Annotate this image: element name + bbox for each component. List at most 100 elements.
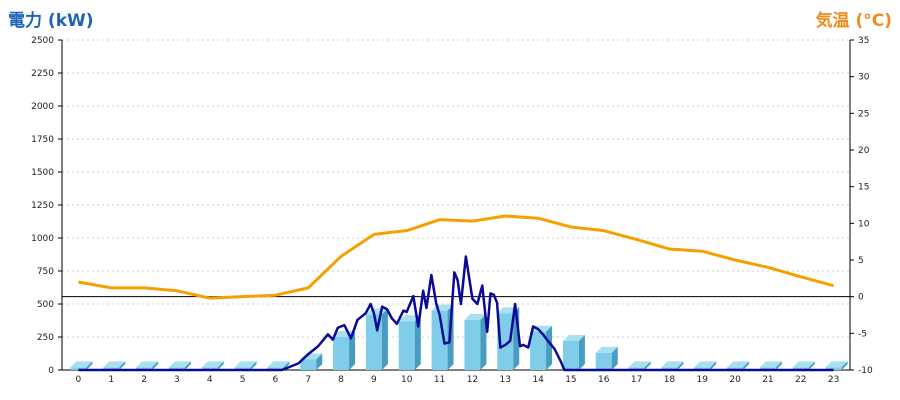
y-right-tick-label: -10 (858, 366, 873, 376)
x-tick-label: 0 (76, 375, 82, 385)
power-bar (70, 367, 87, 370)
power-bar (759, 367, 776, 370)
right-axis-title: 気温 (°C) (815, 11, 892, 31)
power-bar-top (727, 361, 750, 368)
power-bar-side (546, 325, 553, 370)
power-bar (431, 310, 448, 370)
y-left-tick-label: 1000 (31, 234, 54, 244)
power-bar-side (414, 315, 421, 370)
power-bar-top (562, 334, 585, 341)
power-bar-top (464, 313, 487, 320)
y-left-tick-label: 500 (37, 300, 54, 310)
y-left-tick-label: 1250 (31, 201, 54, 211)
power-bar (103, 367, 120, 370)
power-bar-top (70, 361, 93, 368)
power-bar (201, 367, 218, 370)
power-bar-top (595, 346, 618, 353)
x-tick-label: 21 (762, 375, 773, 385)
y-right-tick-label: 35 (858, 36, 869, 46)
y-left-tick-label: 750 (37, 267, 54, 277)
power-bar (333, 337, 350, 370)
power-bar-side (644, 361, 651, 370)
power-bar (530, 331, 547, 370)
power-bar-side (316, 353, 323, 370)
x-tick-label: 3 (174, 375, 180, 385)
y-right-tick-label: 10 (858, 219, 870, 229)
x-tick-label: 22 (795, 375, 806, 385)
power-bar (792, 367, 809, 370)
power-line (78, 255, 834, 372)
temperature-line (78, 214, 834, 300)
x-tick-label: 13 (500, 375, 511, 385)
y-right-tick-label: -5 (858, 329, 867, 339)
power-bar (661, 367, 678, 370)
power-bar-side (775, 361, 782, 370)
y-left-tick-label: 1500 (31, 168, 54, 178)
x-tick-label: 23 (828, 375, 839, 385)
x-tick-label: 8 (338, 375, 344, 385)
left-axis-title: 電力 (kW) (8, 11, 94, 31)
power-bar-side (381, 308, 388, 370)
power-bar-side (611, 346, 618, 370)
power-bar-side (184, 361, 191, 370)
y-right-tick-label: 5 (858, 256, 864, 266)
power-bar-side (217, 361, 224, 370)
power-bar-side (710, 361, 717, 370)
y-left-tick-label: 2500 (31, 36, 54, 46)
x-tick-label: 6 (273, 375, 279, 385)
y-right-tick-label: 0 (858, 293, 864, 303)
power-bar (464, 319, 481, 370)
power-bar-top (136, 361, 159, 368)
y-right-tick-label: 30 (858, 73, 870, 83)
x-tick-label: 20 (729, 375, 741, 385)
power-bar (595, 352, 612, 370)
x-tick-label: 12 (467, 375, 478, 385)
y-right-tick-label: 25 (858, 109, 869, 119)
power-bar-side (480, 313, 487, 370)
power-bar-side (578, 334, 585, 370)
power-bar (136, 367, 153, 370)
power-bar-top (168, 361, 191, 368)
y-left-tick-label: 2000 (31, 102, 54, 112)
power-bar-side (841, 361, 848, 370)
x-tick-label: 17 (631, 375, 642, 385)
power-bar-side (743, 361, 750, 370)
power-bar-side (349, 331, 356, 370)
x-tick-label: 2 (141, 375, 147, 385)
x-tick-label: 4 (207, 375, 213, 385)
power-bar-side (808, 361, 815, 370)
y-left-tick-label: 0 (48, 366, 54, 376)
power-bar-side (86, 361, 93, 370)
power-bar-side (250, 361, 257, 370)
power-bar-top (234, 361, 257, 368)
y-left-tick-label: 2250 (31, 69, 54, 79)
power-bar-top (759, 361, 782, 368)
power-bar (562, 340, 579, 370)
power-bar (300, 359, 317, 370)
x-tick-label: 5 (240, 375, 246, 385)
power-bar-top (267, 361, 290, 368)
x-tick-label: 11 (434, 375, 445, 385)
power-bar (727, 367, 744, 370)
power-bar-top (825, 361, 848, 368)
power-bar (628, 367, 645, 370)
y-left-tick-label: 250 (37, 333, 54, 343)
x-tick-label: 15 (565, 375, 576, 385)
power-bar-top (792, 361, 815, 368)
y-left-tick-label: 1750 (31, 135, 54, 145)
power-bar (497, 313, 514, 370)
power-bar (825, 367, 842, 370)
power-bar (267, 367, 284, 370)
x-tick-label: 1 (108, 375, 114, 385)
power-bar-top (661, 361, 684, 368)
power-bar-side (677, 361, 684, 370)
power-bar-side (119, 361, 126, 370)
power-bar (234, 367, 251, 370)
x-tick-label: 7 (305, 375, 311, 385)
power-bar-top (201, 361, 224, 368)
x-tick-label: 18 (664, 375, 676, 385)
x-tick-label: 19 (697, 375, 709, 385)
x-tick-label: 16 (598, 375, 610, 385)
